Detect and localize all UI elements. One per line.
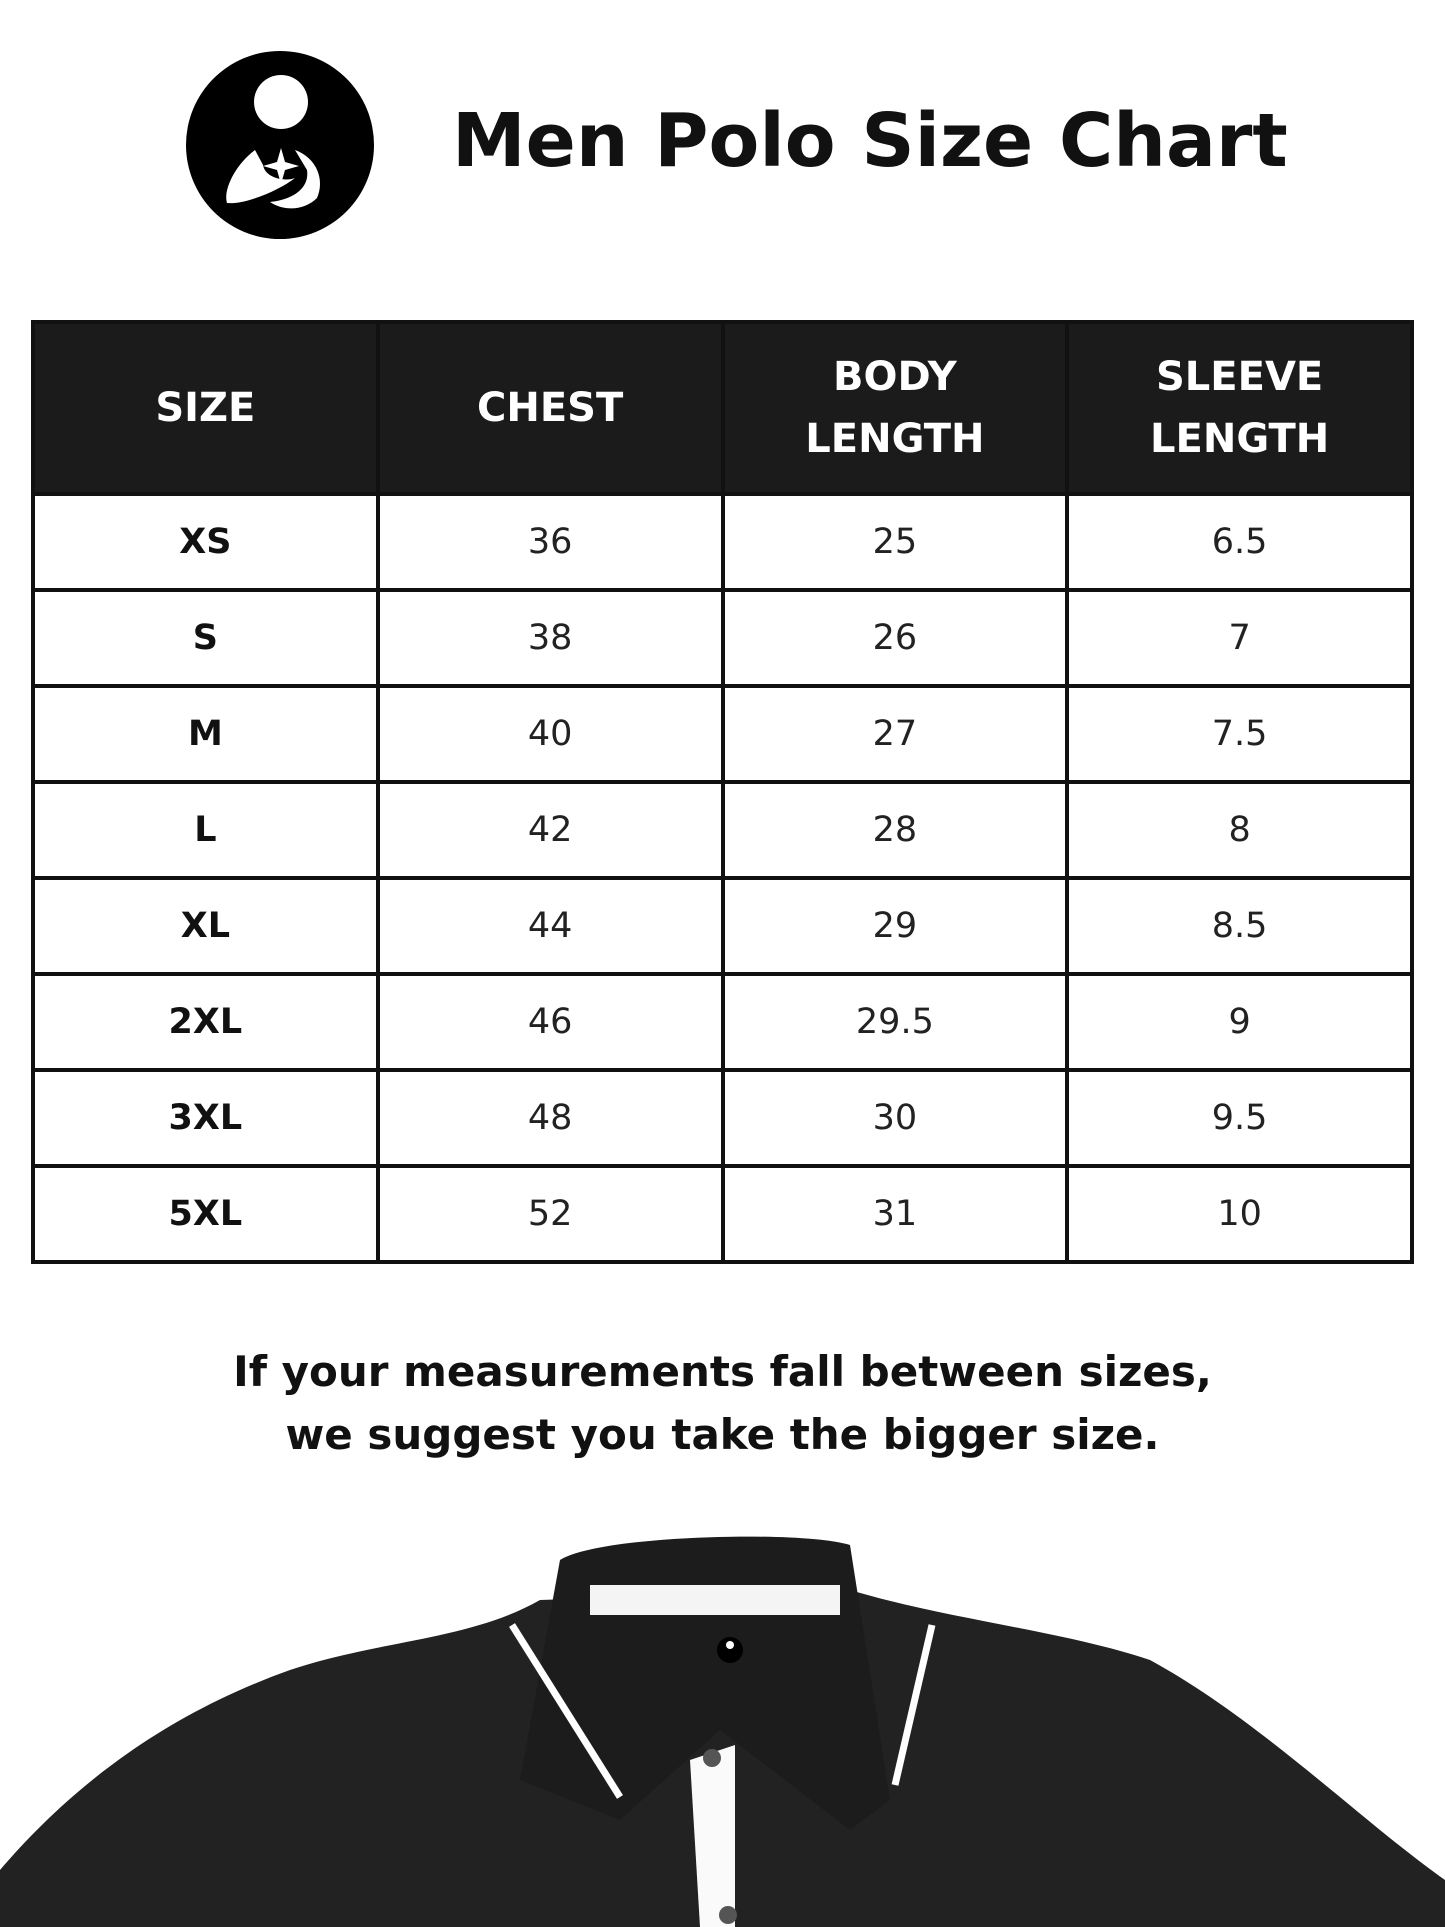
cell-sleeve-length: 7 bbox=[1065, 588, 1414, 688]
cell-chest: 44 bbox=[375, 876, 725, 976]
cell-size: XS bbox=[31, 492, 380, 592]
cell-body-length: 31 bbox=[720, 1164, 1070, 1264]
cell-body-length: 25 bbox=[720, 492, 1070, 592]
page-title: Men Polo Size Chart bbox=[452, 98, 1288, 184]
cell-body-length: 29 bbox=[720, 876, 1070, 976]
cell-chest: 36 bbox=[375, 492, 725, 592]
brand-logo-icon bbox=[186, 51, 374, 239]
table-row: 5XL 52 31 10 bbox=[31, 1164, 1414, 1264]
column-header-chest: CHEST bbox=[375, 320, 725, 496]
size-chart-table: SIZE CHEST BODY LENGTH SLEEVE LENGTH XS 3… bbox=[31, 320, 1414, 1264]
cell-sleeve-length: 8 bbox=[1065, 780, 1414, 880]
sizing-note-line-1: If your measurements fall between sizes, bbox=[233, 1347, 1212, 1396]
cell-size: 3XL bbox=[31, 1068, 380, 1168]
column-header-sleeve-length: SLEEVE LENGTH bbox=[1065, 320, 1414, 496]
cell-chest: 38 bbox=[375, 588, 725, 688]
cell-chest: 40 bbox=[375, 684, 725, 784]
table-row: S 38 26 7 bbox=[31, 588, 1414, 688]
table-row: 2XL 46 29.5 9 bbox=[31, 972, 1414, 1072]
column-header-size: SIZE bbox=[31, 320, 380, 496]
cell-body-length: 27 bbox=[720, 684, 1070, 784]
table-row: L 42 28 8 bbox=[31, 780, 1414, 880]
cell-chest: 42 bbox=[375, 780, 725, 880]
table-row: 3XL 48 30 9.5 bbox=[31, 1068, 1414, 1168]
cell-sleeve-length: 9.5 bbox=[1065, 1068, 1414, 1168]
cell-chest: 52 bbox=[375, 1164, 725, 1264]
cell-size: XL bbox=[31, 876, 380, 976]
cell-chest: 46 bbox=[375, 972, 725, 1072]
cell-sleeve-length: 6.5 bbox=[1065, 492, 1414, 592]
cell-size: M bbox=[31, 684, 380, 784]
cell-size: 5XL bbox=[31, 1164, 380, 1264]
cell-body-length: 26 bbox=[720, 588, 1070, 688]
cell-body-length: 29.5 bbox=[720, 972, 1070, 1072]
polo-shirt-image bbox=[0, 1536, 1445, 1927]
table-row: XS 36 25 6.5 bbox=[31, 492, 1414, 592]
table-header-row: SIZE CHEST BODY LENGTH SLEEVE LENGTH bbox=[31, 320, 1414, 496]
table-row: M 40 27 7.5 bbox=[31, 684, 1414, 784]
cell-chest: 48 bbox=[375, 1068, 725, 1168]
cell-size: S bbox=[31, 588, 380, 688]
cell-body-length: 30 bbox=[720, 1068, 1070, 1168]
table-row: XL 44 29 8.5 bbox=[31, 876, 1414, 976]
column-header-body-length: BODY LENGTH bbox=[720, 320, 1070, 496]
sizing-note: If your measurements fall between sizes,… bbox=[0, 1340, 1445, 1466]
sizing-note-line-2: we suggest you take the bigger size. bbox=[285, 1410, 1160, 1459]
cell-size: L bbox=[31, 780, 380, 880]
cell-sleeve-length: 7.5 bbox=[1065, 684, 1414, 784]
cell-sleeve-length: 8.5 bbox=[1065, 876, 1414, 976]
cell-sleeve-length: 10 bbox=[1065, 1164, 1414, 1264]
cell-body-length: 28 bbox=[720, 780, 1070, 880]
cell-sleeve-length: 9 bbox=[1065, 972, 1414, 1072]
cell-size: 2XL bbox=[31, 972, 380, 1072]
